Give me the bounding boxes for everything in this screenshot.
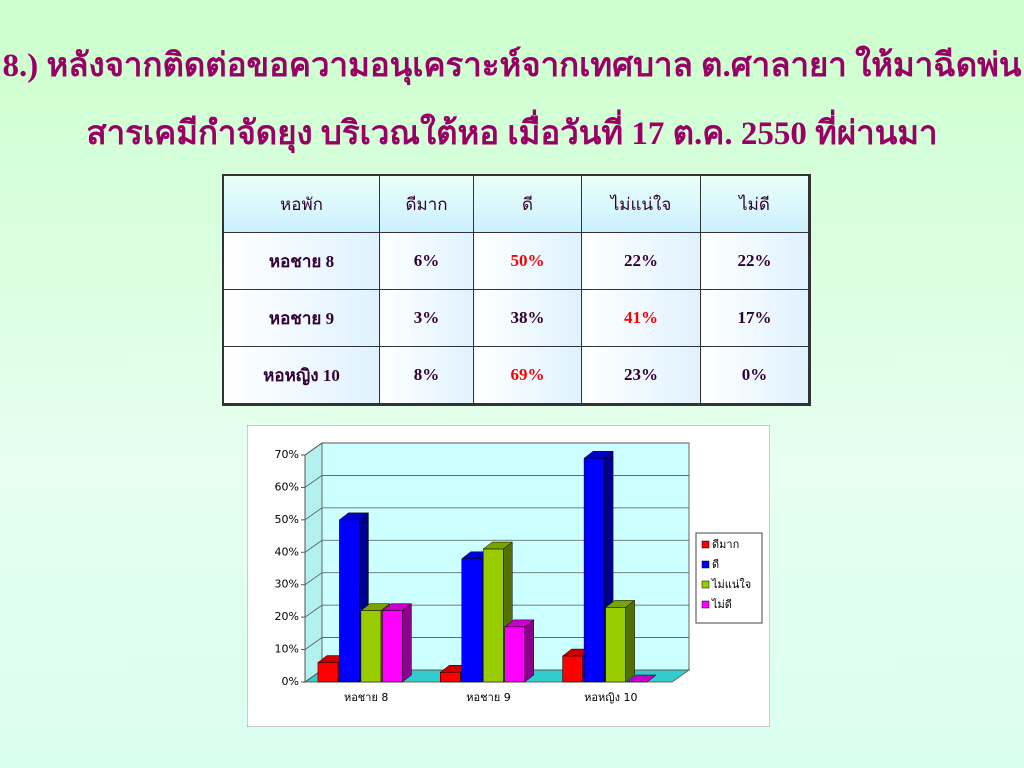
table-cell: 50% <box>473 232 582 290</box>
bar <box>483 548 504 683</box>
table-cell: หอชาย 9 <box>222 289 380 347</box>
grid-line <box>304 539 689 553</box>
legend-swatch <box>701 600 710 609</box>
bar <box>440 672 461 683</box>
header-cell: ไม่ดี <box>700 174 810 233</box>
table-row: หอหญิง 10 8% 69% 23% 0% <box>222 346 810 405</box>
y-tick-label: 10% <box>275 643 299 656</box>
bar <box>461 558 482 683</box>
side-wall <box>304 442 323 683</box>
table-cell: 41% <box>581 289 701 347</box>
title-line: สารเคมีกำจัดยุง บริเวณใต้หอ เมื่อวันที่ … <box>86 116 938 152</box>
bar <box>360 610 382 683</box>
header-cell: หอพัก <box>222 174 380 233</box>
y-tick-label: 0% <box>282 675 299 688</box>
legend-label: ดี <box>712 558 719 571</box>
grid-line <box>304 442 689 456</box>
table-cell: 23% <box>581 346 701 405</box>
legend-swatch <box>701 560 710 569</box>
grid-line <box>304 637 689 650</box>
header-row: หอพัก ดีมาก ดี ไม่แน่ใจ ไม่ดี <box>222 174 810 233</box>
bar <box>583 457 605 683</box>
table-cell: 17% <box>700 289 810 347</box>
y-tick-label: 60% <box>275 480 299 493</box>
bar-side <box>625 599 635 683</box>
bar <box>339 519 360 683</box>
title-line: 8.) หลังจากติดต่อขอความอนุเคราะห์จากเทศบ… <box>2 48 1022 84</box>
table-cell: 69% <box>473 346 582 405</box>
legend-label: ไม่แน่ใจ <box>711 578 751 591</box>
x-tick-label: หอหญิง 10 <box>584 691 637 704</box>
bar <box>382 610 403 683</box>
bar <box>562 655 583 683</box>
y-tick-label: 70% <box>275 448 299 461</box>
table-cell: 3% <box>379 289 474 347</box>
bar-top <box>626 674 657 683</box>
bar <box>504 626 525 683</box>
table-cell: 22% <box>700 232 810 290</box>
table-cell: 22% <box>581 232 701 290</box>
x-tick-label: หอชาย 9 <box>466 691 510 704</box>
table: หอพัก ดีมาก ดี ไม่แน่ใจ ไม่ดี หอชาย 8 6% 50% 22%… <box>222 174 811 406</box>
grid-line <box>304 604 689 618</box>
legend-swatch <box>701 540 710 549</box>
bar-side <box>402 603 412 683</box>
table-cell: 0% <box>700 346 810 405</box>
legend-label: ไม่ดี <box>711 598 732 611</box>
legend-label: ดีมาก <box>712 538 739 551</box>
legend-swatch <box>701 580 710 589</box>
y-tick-label: 20% <box>275 610 299 623</box>
y-tick-label: 50% <box>275 513 299 526</box>
header-cell: ดีมาก <box>379 174 474 233</box>
grid-line <box>304 572 689 586</box>
y-tick-label: 40% <box>275 545 299 558</box>
table-row: หอชาย 9 3% 38% 41% 17% <box>222 289 810 347</box>
grid-line <box>304 475 689 488</box>
bar <box>605 607 626 683</box>
table-cell: หอหญิง 10 <box>222 346 380 405</box>
table-cell: 6% <box>379 232 474 290</box>
table-cell: 38% <box>473 289 582 347</box>
table-cell: หอชาย 8 <box>222 232 380 290</box>
header-cell: ไม่แน่ใจ <box>581 174 701 233</box>
table-row: หอชาย 8 6% 50% 22% 22% <box>222 232 810 290</box>
y-tick-label: 30% <box>275 578 299 591</box>
bar-side <box>524 619 534 683</box>
bar <box>317 662 339 683</box>
header-cell: ดี <box>473 174 582 233</box>
chart: 0% 10% 20% 30% 40% 50% 60% 70% หอชาย 8 หอชาย 9 หอห… <box>247 425 770 727</box>
x-tick-label: หอชาย 8 <box>344 691 388 704</box>
grid-line <box>304 507 689 521</box>
table-cell: 8% <box>379 346 474 405</box>
